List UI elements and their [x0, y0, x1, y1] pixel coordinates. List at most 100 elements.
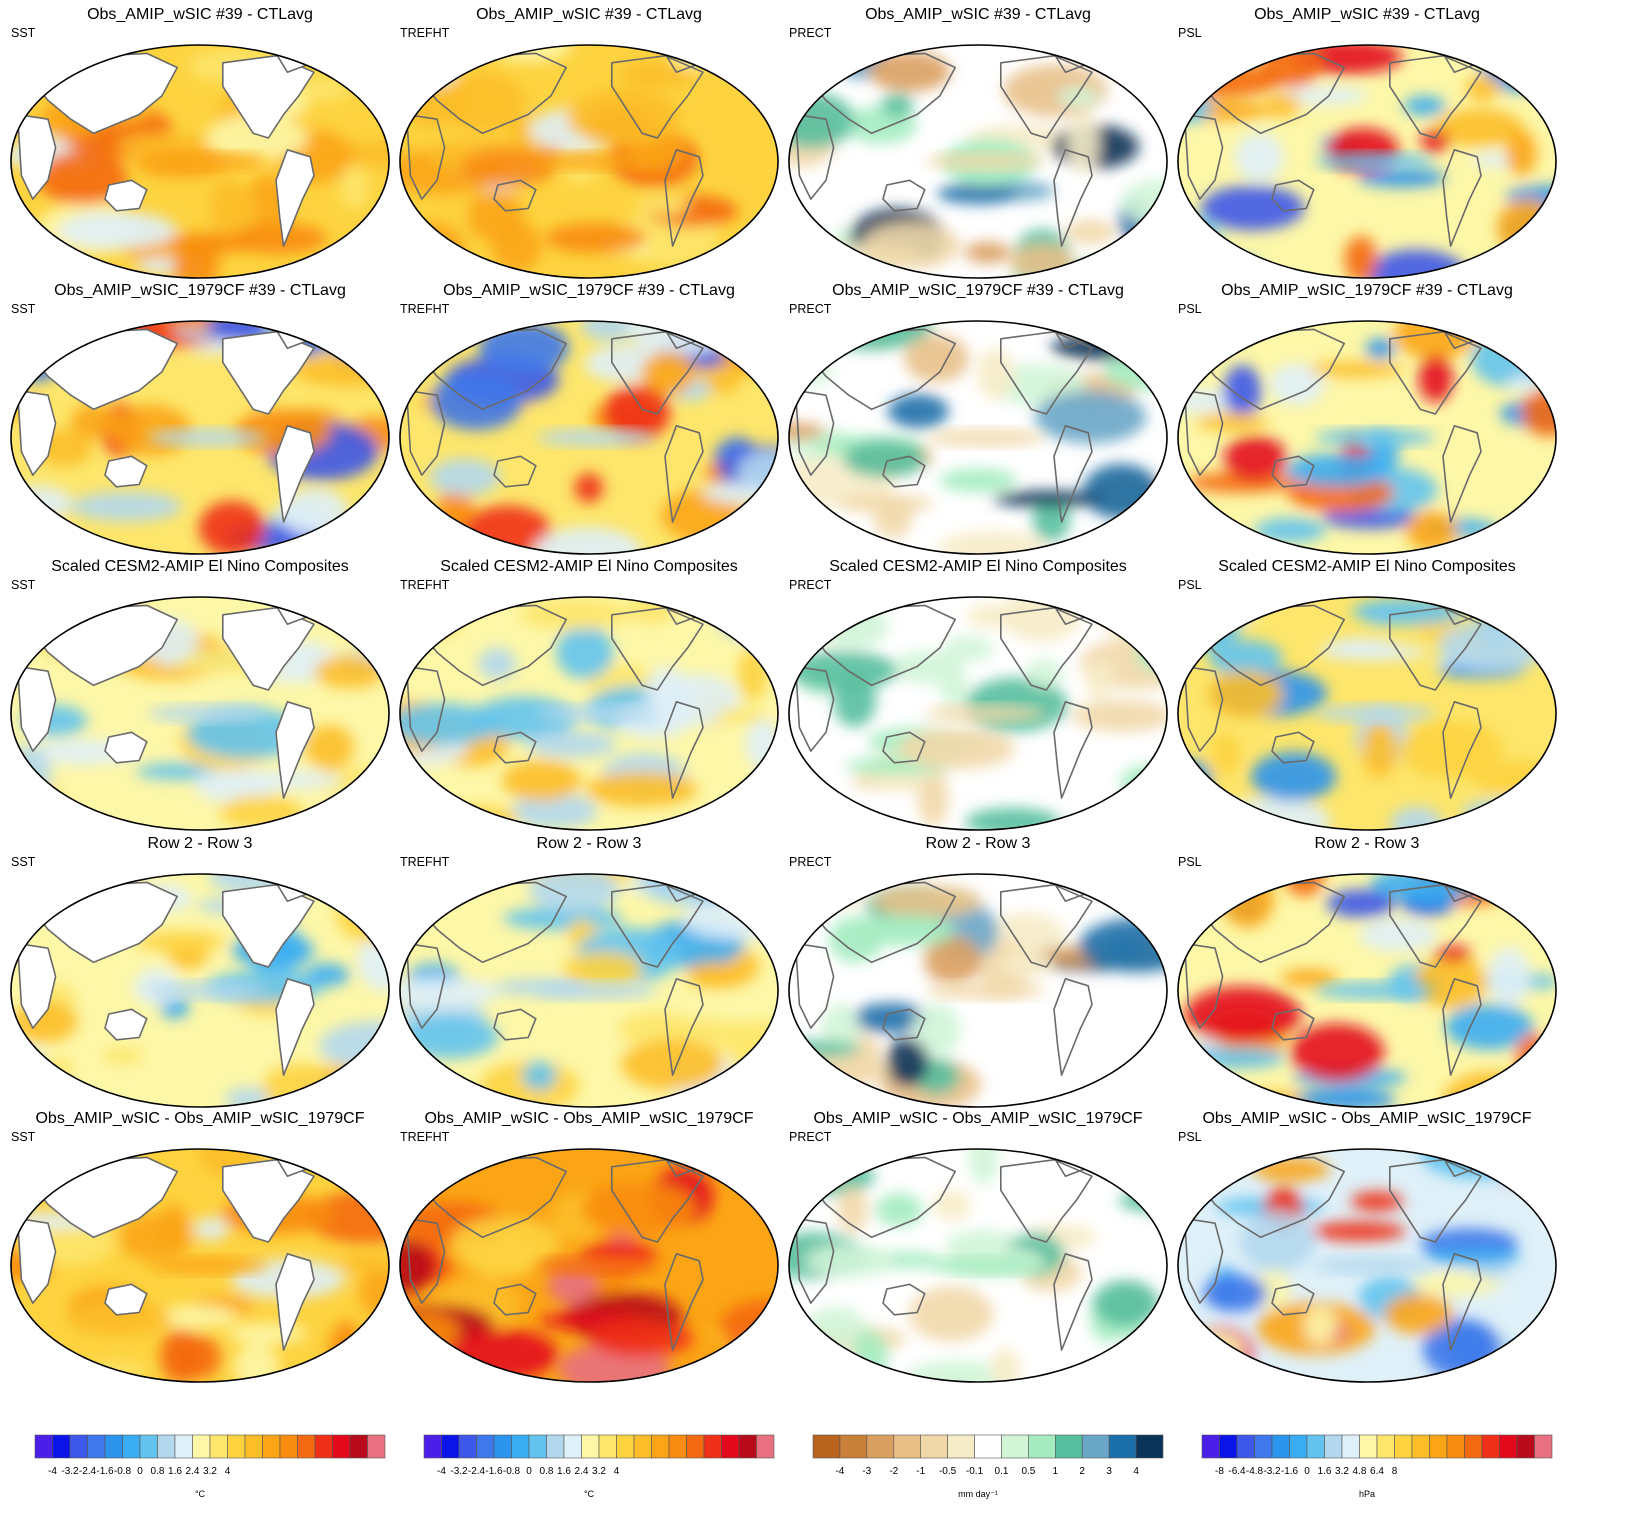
- colorbar-tick-label: -2.4: [79, 1466, 97, 1477]
- anomaly-blob: [937, 183, 1018, 205]
- anomaly-blob: [1344, 235, 1378, 278]
- anomaly-blob: [717, 707, 767, 724]
- coastline-africa: [1183, 1217, 1224, 1304]
- colorbar-unit: hPa: [1358, 1489, 1375, 1499]
- anomaly-blob: [450, 1217, 561, 1271]
- colorbar-swatch: [493, 1434, 512, 1459]
- anomaly-blob: [687, 962, 738, 989]
- coastline-south-america: [1442, 978, 1482, 1076]
- colorbar-swatch: [893, 1434, 921, 1459]
- equatorial-anomaly: [147, 981, 268, 1000]
- colorbar-swatch: [528, 1434, 547, 1459]
- panel-variable-label: TREFHT: [400, 855, 450, 869]
- anomaly-blob: [11, 611, 41, 635]
- colorbar-swatch: [332, 1434, 351, 1459]
- anomaly-blob: [526, 730, 617, 758]
- equatorial-anomaly: [1314, 152, 1435, 171]
- anomaly-blob: [902, 1360, 1013, 1382]
- anomaly-blob: [198, 500, 266, 554]
- map-border: [10, 596, 390, 831]
- map-projection: [788, 1148, 1168, 1383]
- colorbar-swatch: [441, 1434, 460, 1459]
- equatorial-anomaly: [925, 1256, 1046, 1275]
- anomaly-blob: [37, 150, 128, 205]
- map-projection: [788, 320, 1168, 555]
- panel-variable-label: SST: [11, 302, 36, 316]
- anomaly-blob: [938, 530, 1048, 554]
- colorbar-tick-label: 1.6: [557, 1466, 571, 1477]
- continents: [405, 326, 704, 523]
- anomaly-blob: [912, 1004, 961, 1056]
- anomaly-blob: [1203, 1275, 1268, 1312]
- anomaly-blob: [1414, 955, 1487, 1009]
- colorbar-swatch: [1289, 1434, 1308, 1459]
- coastline-north-america: [611, 55, 704, 139]
- colorbar-swatch: [423, 1434, 442, 1459]
- coastline-africa: [794, 665, 835, 752]
- anomaly-blob: [745, 717, 778, 770]
- map-border: [399, 320, 779, 555]
- continents: [16, 602, 315, 799]
- colorbar-tick-label: 3: [1106, 1466, 1112, 1477]
- anomaly-blob: [545, 223, 647, 254]
- anomaly-blob: [968, 1149, 999, 1185]
- anomaly-blob: [1407, 1270, 1501, 1297]
- map-panel-psl: Obs_AMIP_wSIC_1979CF #39 - CTLavg PSL: [1167, 276, 1567, 564]
- panel-title: Obs_AMIP_wSIC #39 - CTLavg: [1254, 6, 1480, 23]
- anomaly-blob: [1084, 660, 1115, 699]
- anomaly-blob: [852, 1330, 889, 1382]
- anomaly-blob: [729, 1355, 776, 1382]
- colorbar-swatch: [756, 1434, 775, 1459]
- panel-variable-label: SST: [11, 26, 36, 40]
- anomaly-blob: [861, 222, 961, 269]
- colorbar-tick-label: 6.4: [1370, 1466, 1384, 1477]
- anomaly-blob: [1365, 338, 1395, 359]
- anomaly-blob: [443, 73, 526, 132]
- coastline-south-america: [1442, 149, 1482, 247]
- colorbar-tick-label: -1.6: [1281, 1466, 1299, 1477]
- colorbar-tick-label: -0.8: [503, 1466, 521, 1477]
- anomaly-blob: [603, 384, 671, 441]
- map-panel-trefht: Obs_AMIP_wSIC_1979CF #39 - CTLavg TREFHT: [389, 276, 789, 564]
- colorbar-swatches: -4 -3.2 -2.4 -1.6 -0.8 0 0.8 1.6 2.4 3.2 4: [34, 1434, 386, 1477]
- equatorial-anomaly: [536, 704, 657, 723]
- anomaly-blob: [1424, 1248, 1522, 1266]
- coastline-africa: [1183, 113, 1224, 200]
- colorbar-tick-label: 1.6: [1318, 1466, 1332, 1477]
- anomaly-blob: [702, 481, 778, 505]
- panel-title: Row 2 - Row 3: [536, 835, 642, 852]
- anomaly-blob: [1497, 1165, 1543, 1187]
- colorbar-tick-label: 4: [1133, 1466, 1139, 1477]
- equatorial-anomaly: [1314, 704, 1435, 723]
- map-panel-trefht: Obs_AMIP_wSIC #39 - CTLavg TREFHT: [389, 0, 789, 288]
- coastline-australia: [1271, 179, 1315, 212]
- anomaly-blob: [872, 885, 983, 918]
- anomaly-blob: [1280, 969, 1339, 987]
- colorbar-swatch: [458, 1434, 477, 1459]
- map-projection: [788, 596, 1168, 831]
- colorbar-swatch: [52, 1434, 71, 1459]
- anomaly-blob: [645, 666, 690, 721]
- anomaly-blob: [1178, 521, 1208, 550]
- colorbar-tick-label: 0.5: [1021, 1466, 1035, 1477]
- anomaly-blob: [1088, 1362, 1117, 1382]
- colorbar: -4 -3 -2 -1 -0.5 -0.1 0.1 0.5 1 2 3 4 mm day⁻¹: [778, 1425, 1178, 1511]
- colorbar-tick-label: -4: [48, 1466, 57, 1477]
- coastline-south-america: [1442, 701, 1482, 799]
- anomaly-blob: [135, 931, 226, 952]
- colorbar-swatch: [1499, 1434, 1518, 1459]
- anomaly-blob: [1269, 363, 1325, 406]
- anomaly-blob: [1178, 321, 1200, 356]
- map-panel-prect: Obs_AMIP_wSIC #39 - CTLavg PRECT: [778, 0, 1178, 288]
- panel-title: Obs_AMIP_wSIC #39 - CTLavg: [865, 6, 1091, 23]
- anomaly-blob: [522, 1061, 557, 1091]
- map-border: [10, 1148, 390, 1383]
- equatorial-anomaly: [147, 704, 268, 723]
- coastline-south-america: [275, 425, 315, 523]
- coastline-australia: [1271, 1283, 1315, 1316]
- anomaly-blob: [1350, 1191, 1403, 1212]
- anomaly-blob: [65, 1300, 172, 1337]
- coastline-australia: [493, 1008, 537, 1041]
- map-border: [399, 1148, 779, 1383]
- anomaly-blob: [1322, 506, 1418, 529]
